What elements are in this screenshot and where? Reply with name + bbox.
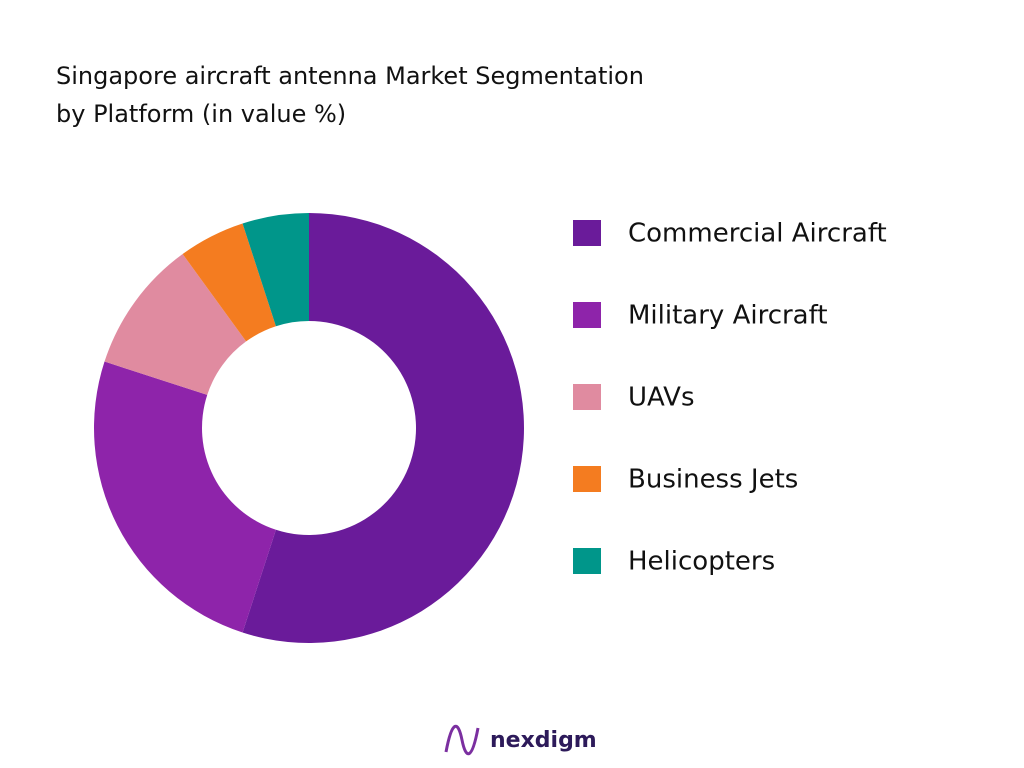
brand: nexdigm: [490, 728, 597, 753]
legend-label: Business Jets: [628, 465, 798, 495]
legend-label: Helicopters: [628, 547, 775, 577]
legend-label: UAVs: [628, 383, 695, 413]
legend-swatch: [573, 548, 601, 574]
logo-mark: [444, 725, 480, 755]
legend-swatch: [573, 466, 601, 492]
donut-slice: [182, 223, 276, 342]
legend-swatch: [573, 302, 601, 328]
legend-label: Commercial Aircraft: [628, 219, 887, 249]
donut-slice: [242, 213, 524, 643]
legend-label: Military Aircraft: [628, 301, 828, 331]
logo: nexdigm: [444, 725, 597, 755]
chart-title: by Platform (in value %): [56, 100, 346, 128]
legend-swatch: [573, 384, 601, 410]
chart-title: Singapore aircraft antenna Market Segmen…: [56, 62, 644, 90]
donut-slice: [104, 254, 247, 395]
donut-slice: [242, 213, 309, 327]
donut-slice: [93, 361, 276, 633]
legend-swatch: [573, 220, 601, 246]
